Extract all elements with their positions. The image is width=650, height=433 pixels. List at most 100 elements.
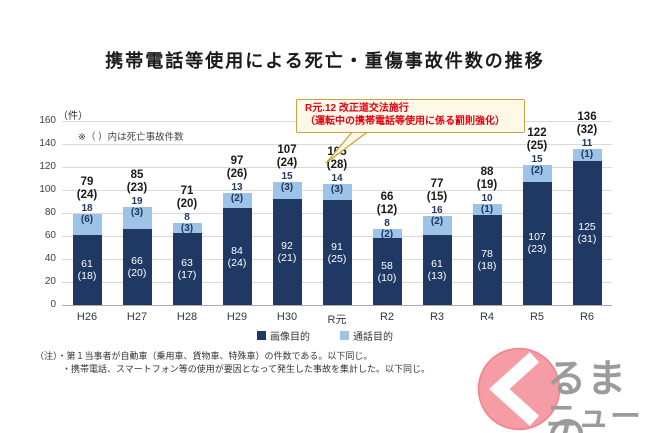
bar-H26-total-value: 79 (24) [76, 176, 98, 202]
bar-R2-image-segment: 58 (10) [372, 238, 402, 305]
bar-R6-image-segment: 125 (31) [572, 161, 602, 305]
y-tick-20: 20 [44, 276, 56, 287]
y-tick-120: 120 [39, 161, 56, 172]
kuruma-news-logo: るまの ニュース [476, 344, 650, 433]
bar-H27-image-value: 66 (20) [127, 255, 147, 280]
bar-H29-total-value: 97 (26) [226, 155, 248, 181]
x-tick-H28: H28 [176, 311, 198, 323]
bar-R4-call-segment [472, 203, 502, 216]
y-axis-unit-label: （件） [58, 111, 88, 122]
bar-R4-image-segment: 78 (18) [472, 215, 502, 305]
bar-R2-call-segment [372, 229, 402, 239]
bar-H27-image-segment: 66 (20) [122, 229, 152, 305]
bar-H26-call-value: 18 (6) [80, 203, 94, 226]
bar-R3-call-value: 16 (2) [430, 205, 444, 228]
bar-R4-image-value: 78 (18) [477, 248, 497, 273]
bar-R5-call-value: 15 (2) [530, 153, 544, 176]
bar-H29-call-segment [222, 193, 252, 209]
bar-R元-image-value: 91 (25) [327, 240, 347, 265]
bar-R3-call-segment [422, 216, 452, 235]
bar-H29-call-value: 13 (2) [230, 182, 244, 205]
y-tick-100: 100 [39, 184, 56, 195]
bar-H26-call-segment [72, 214, 102, 235]
x-tick-H26: H26 [76, 311, 98, 323]
y-tick-0: 0 [50, 299, 56, 310]
legend-swatch-image-purpose [257, 331, 266, 340]
chart-title: 携帯電話等使用による死亡・重傷事故件数の推移 [105, 51, 545, 71]
bar-R5-total-value: 122 (25) [526, 126, 548, 152]
footnote-line-2: ・携帯電話、スマートフォン等の使用が要因となって発生した事故を集計した。以下同じ… [62, 364, 431, 374]
bar-H30-call-value: 15 (3) [280, 170, 294, 193]
bar-R2-total-value: 66 (12) [376, 191, 398, 217]
x-tick-H29: H29 [226, 311, 248, 323]
bar-H30-image-segment: 92 (21) [272, 199, 302, 305]
bar-R3-total-value: 77 (15) [426, 178, 448, 204]
legend-label-image-purpose: 画像目的 [270, 332, 310, 343]
annotation-line-1: R元.12 改正道交法施行 [305, 103, 409, 114]
footnote: （注）・第１当事者が自動車（乗用車、貨物車、特殊車）の件数である。以下同じ。 ・… [35, 350, 430, 376]
legend-item-call-purpose: 通話目的 [340, 328, 393, 343]
bar-R2-image-value: 58 (10) [377, 259, 397, 284]
y-tick-60: 60 [44, 230, 56, 241]
bar-R3-image-value: 61 (13) [427, 257, 447, 282]
bar-H26-image-value: 61 (18) [77, 257, 97, 282]
y-tick-80: 80 [44, 207, 56, 218]
bar-H28-call-segment [172, 223, 202, 233]
bar-H30-call-segment [272, 181, 302, 200]
annotation-line-2: （運転中の携帯電話等使用に係る罰則強化） [305, 115, 505, 127]
bar-H30-image-value: 92 (21) [277, 240, 297, 265]
legend-item-image-purpose: 画像目的 [257, 328, 310, 343]
law-enforcement-annotation: R元.12 改正道交法施行 （運転中の携帯電話等使用に係る罰則強化） [296, 99, 525, 133]
bar-H28-image-segment: 63 (17) [172, 232, 202, 305]
bar-H29-image-value: 84 (24) [227, 244, 247, 269]
bar-H28-image-value: 63 (17) [177, 256, 197, 281]
bar-R3-image-segment: 61 (13) [422, 234, 452, 305]
bar-R6-total-value: 136 (32) [576, 110, 598, 136]
x-tick-R5: R5 [529, 311, 545, 323]
y-tick-40: 40 [44, 253, 56, 264]
x-tick-H27: H27 [126, 311, 148, 323]
bar-H27-call-value: 19 (3) [130, 196, 144, 219]
bar-H28-call-value: 8 (3) [180, 212, 194, 235]
x-tick-R6: R6 [579, 311, 595, 323]
chart-legend: 画像目的 通話目的 [0, 328, 650, 343]
y-tick-140: 140 [39, 138, 56, 149]
x-tick-H30: H30 [276, 311, 298, 323]
bar-H30-total-value: 107 (24) [276, 143, 298, 169]
bar-R6-call-value: 11 (1) [580, 137, 594, 160]
legend-swatch-call-purpose [340, 331, 349, 340]
gridline-0 [62, 305, 612, 306]
bar-H29-image-segment: 84 (24) [222, 208, 252, 305]
bar-H27-call-segment [122, 207, 152, 230]
bar-R元-image-segment: 91 (25) [322, 200, 352, 305]
y-tick-160: 160 [39, 115, 56, 126]
bar-R6-image-value: 125 (31) [577, 221, 597, 246]
bar-R5-image-segment: 107 (23) [522, 181, 552, 305]
bar-H26-image-segment: 61 (18) [72, 234, 102, 305]
bar-H27-total-value: 85 (23) [126, 169, 148, 195]
bar-R4-call-value: 10 (1) [480, 192, 494, 215]
logo-text-top: るまの [547, 358, 628, 433]
footnote-line-1: （注）・第１当事者が自動車（乗用車、貨物車、特殊車）の件数である。以下同じ。 [35, 351, 373, 361]
kuruma-news-logo-mark-icon [477, 347, 561, 431]
bar-R元-call-value: 14 (3) [330, 173, 344, 196]
legend-label-call-purpose: 通話目的 [353, 332, 393, 343]
gridline-120 [62, 167, 612, 168]
bar-R2-call-value: 8 (2) [380, 218, 394, 241]
bar-R5-image-value: 107 (23) [527, 231, 547, 256]
bar-R6-call-segment [572, 148, 602, 162]
x-tick-R4: R4 [479, 311, 495, 323]
x-tick-R2: R2 [379, 311, 395, 323]
bar-H28-total-value: 71 (20) [176, 185, 198, 211]
bar-R4-total-value: 88 (19) [476, 165, 498, 191]
parentheses-note: ※（ ）内は死亡事故件数 [78, 132, 184, 143]
logo-text-bottom: ニュース [546, 399, 642, 433]
x-tick-R元: R元 [327, 314, 347, 326]
bar-R元-call-segment [322, 184, 352, 201]
gridline-140 [62, 144, 612, 145]
annotation-callout-pointer [325, 129, 372, 164]
bar-R5-call-segment [522, 164, 552, 182]
x-tick-R3: R3 [429, 311, 445, 323]
